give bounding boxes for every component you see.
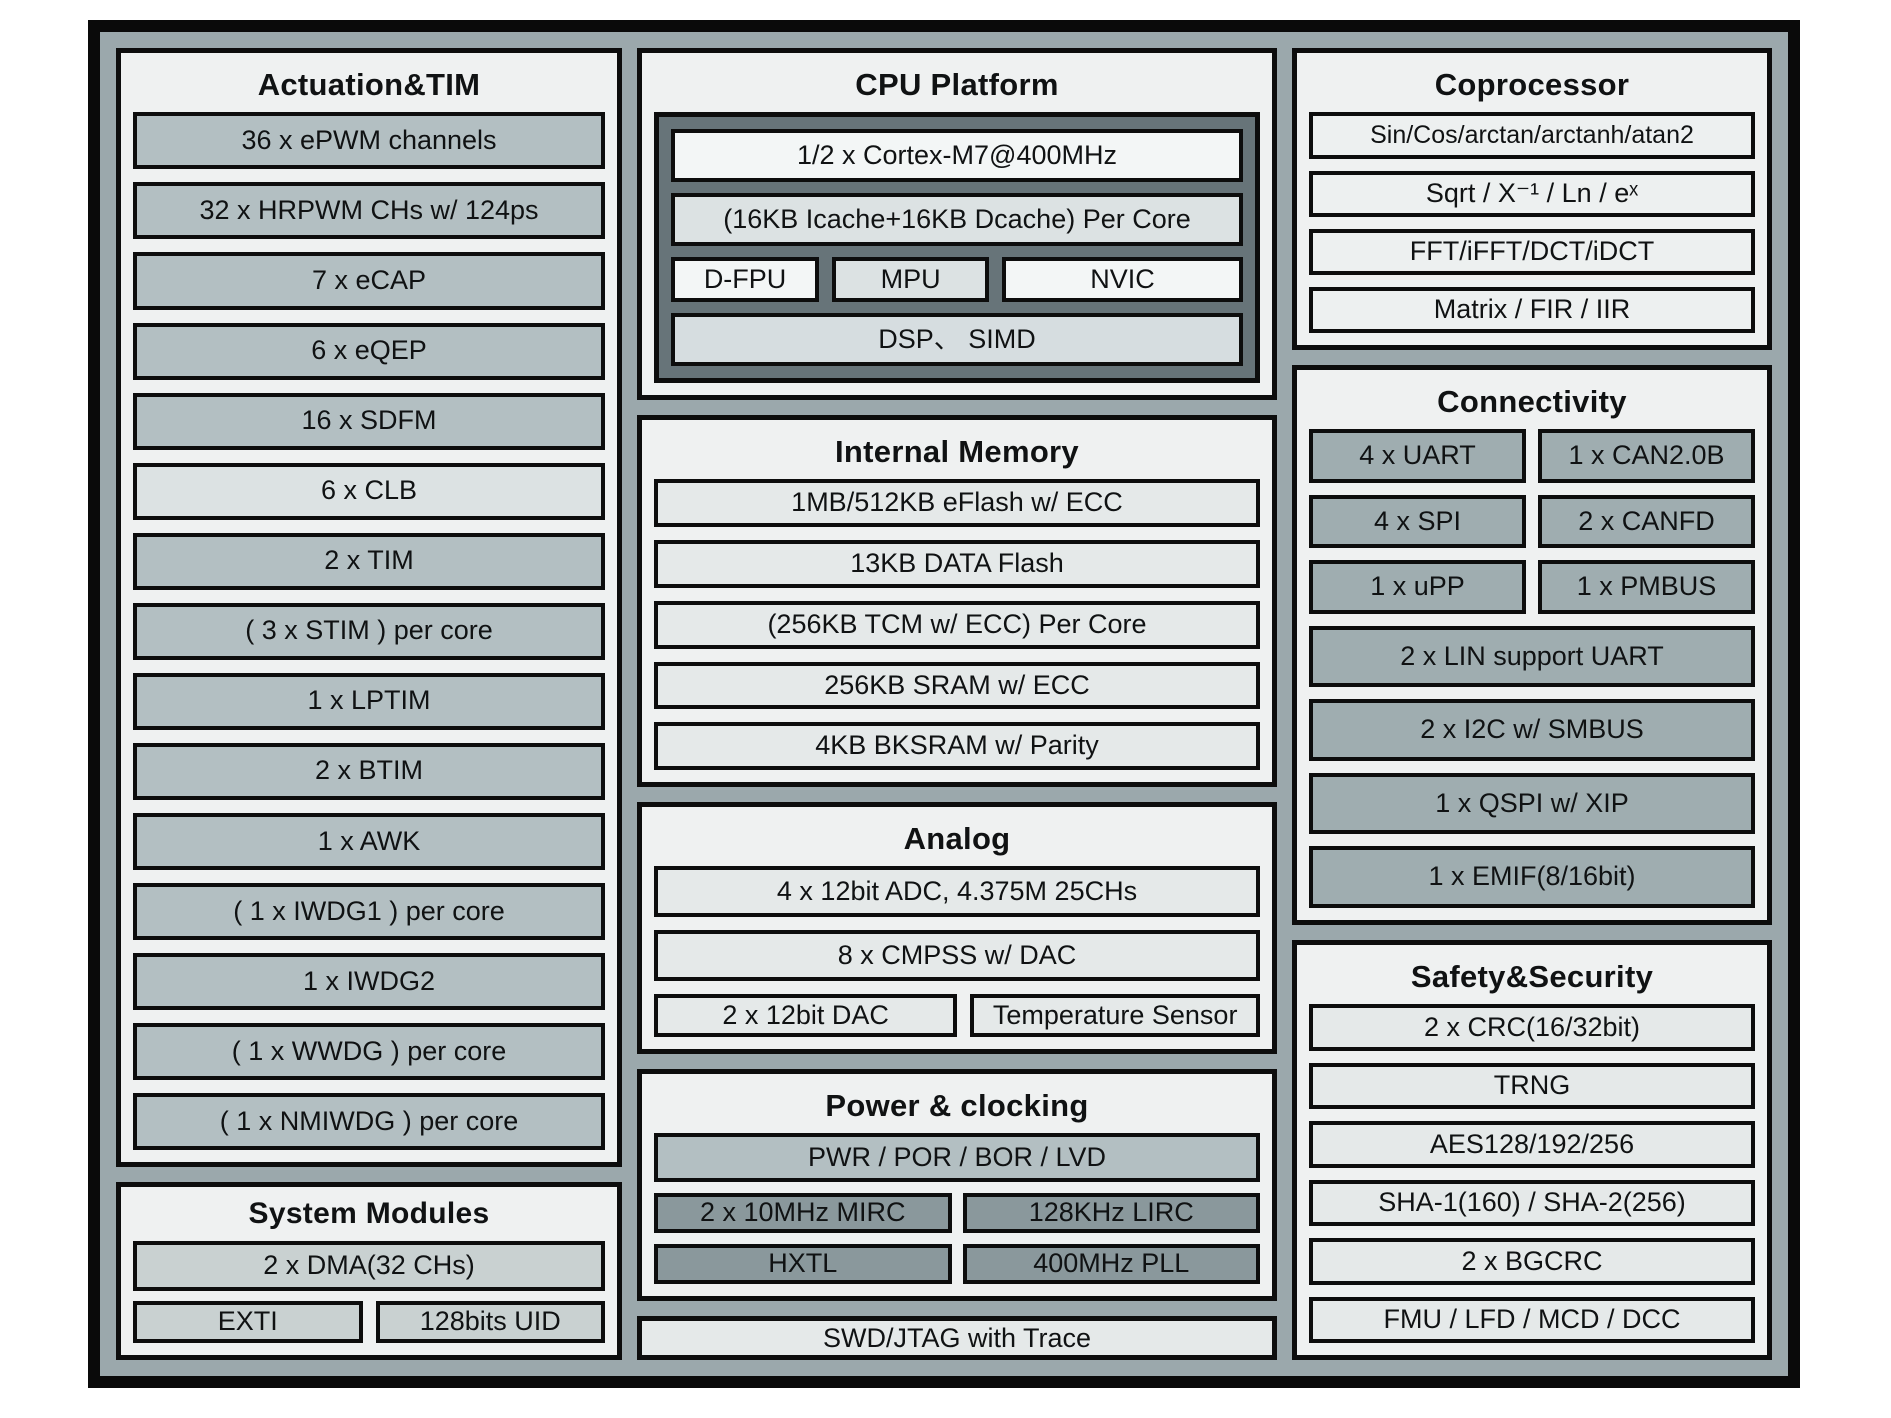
panel-system-modules: System Modules 2 x DMA(32 CHs) EXTI 128b… xyxy=(116,1182,622,1360)
item-pwr-por-bor-lvd: PWR / POR / BOR / LVD xyxy=(654,1133,1260,1182)
item-temp-sensor: Temperature Sensor xyxy=(970,994,1260,1038)
item-dma: 2 x DMA(32 CHs) xyxy=(133,1241,605,1291)
item-cmpss: 8 x CMPSS w/ DAC xyxy=(654,930,1260,982)
item-eqep: 6 x eQEP xyxy=(133,322,605,380)
analog-items: 4 x 12bit ADC, 4.375M 25CHs 8 x CMPSS w/… xyxy=(654,866,1260,1038)
panel-cpu-platform: CPU Platform 1/2 x Cortex-M7@400MHz (16K… xyxy=(637,48,1277,400)
item-dac: 2 x 12bit DAC xyxy=(654,994,958,1038)
actuation-items: 36 x ePWM channels 32 x HRPWM CHs w/ 124… xyxy=(133,112,605,1151)
item-adc: 4 x 12bit ADC, 4.375M 25CHs xyxy=(654,866,1260,918)
coprocessor-items: Sin/Cos/arctan/arctanh/atan2 Sqrt / X⁻¹ … xyxy=(1309,112,1755,334)
item-lirc: 128KHz LIRC xyxy=(962,1192,1260,1233)
item-stim: ( 3 x STIM ) per core xyxy=(133,602,605,660)
item-matrix-fir-iir: Matrix / FIR / IIR xyxy=(1309,286,1755,334)
item-crc: 2 x CRC(16/32bit) xyxy=(1309,1004,1755,1051)
item-ecap: 7 x eCAP xyxy=(133,252,605,310)
safety-items: 2 x CRC(16/32bit) TRNG AES128/192/256 SH… xyxy=(1309,1004,1755,1344)
chip-block-diagram: Actuation&TIM 36 x ePWM channels 32 x HR… xyxy=(88,20,1800,1388)
item-eflash: 1MB/512KB eFlash w/ ECC xyxy=(654,479,1260,528)
item-bgcrc: 2 x BGCRC xyxy=(1309,1238,1755,1285)
panel-analog-title: Analog xyxy=(903,821,1011,856)
item-tcm: (256KB TCM w/ ECC) Per Core xyxy=(654,600,1260,649)
item-exti: EXTI xyxy=(133,1301,363,1343)
item-swd-jtag: SWD/JTAG with Trace xyxy=(637,1316,1277,1360)
column-left: Actuation&TIM 36 x ePWM channels 32 x HR… xyxy=(116,48,622,1360)
panel-safety-security: Safety&Security 2 x CRC(16/32bit) TRNG A… xyxy=(1292,940,1772,1360)
item-sha: SHA-1(160) / SHA-2(256) xyxy=(1309,1179,1755,1227)
item-cortex-core: 1/2 x Cortex-M7@400MHz xyxy=(671,129,1243,183)
item-awk: 1 x AWK xyxy=(133,812,605,870)
item-emif: 1 x EMIF(8/16bit) xyxy=(1309,846,1755,908)
column-right: Coprocessor Sin/Cos/arctan/arctanh/atan2… xyxy=(1292,48,1772,1360)
item-sram: 256KB SRAM w/ ECC xyxy=(654,661,1260,710)
panel-coprocessor-title: Coprocessor xyxy=(1434,67,1630,102)
panel-coprocessor: Coprocessor Sin/Cos/arctan/arctanh/atan2… xyxy=(1292,48,1772,350)
memory-items: 1MB/512KB eFlash w/ ECC 13KB DATA Flash … xyxy=(654,479,1260,770)
cpu-core-container: 1/2 x Cortex-M7@400MHz (16KB Icache+16KB… xyxy=(654,112,1260,383)
item-trig: Sin/Cos/arctan/arctanh/atan2 xyxy=(1309,112,1755,159)
item-mirc: 2 x 10MHz MIRC xyxy=(654,1192,952,1233)
item-dsp-simd: DSP、 SIMD xyxy=(671,313,1243,367)
panel-power-title: Power & clocking xyxy=(825,1088,1089,1123)
item-i2c-smbus: 2 x I2C w/ SMBUS xyxy=(1309,699,1755,761)
item-wwdg: ( 1 x WWDG ) per core xyxy=(133,1023,605,1081)
system-items: 2 x DMA(32 CHs) EXTI 128bits UID xyxy=(133,1241,605,1343)
panel-system-title: System Modules xyxy=(248,1197,490,1230)
item-btim: 2 x BTIM xyxy=(133,742,605,800)
item-lin-uart: 2 x LIN support UART xyxy=(1309,625,1755,688)
item-hrpwm: 32 x HRPWM CHs w/ 124ps xyxy=(133,182,605,240)
item-fft: FFT/iFFT/DCT/iDCT xyxy=(1309,228,1755,275)
item-fmu-lfd-mcd-dcc: FMU / LFD / MCD / DCC xyxy=(1309,1296,1755,1344)
panel-power-clocking: Power & clocking PWR / POR / BOR / LVD 2… xyxy=(637,1069,1277,1301)
panel-safety-title: Safety&Security xyxy=(1410,959,1654,994)
panel-cpu-title: CPU Platform xyxy=(855,67,1059,102)
item-sqrt-ln: Sqrt / X⁻¹ / Ln / eˣ xyxy=(1309,170,1755,217)
item-uid: 128bits UID xyxy=(375,1301,605,1343)
item-can20b: 1 x CAN2.0B xyxy=(1538,429,1755,483)
item-mpu: MPU xyxy=(832,257,990,303)
item-aes: AES128/192/256 xyxy=(1309,1121,1755,1168)
panel-connectivity-title: Connectivity xyxy=(1437,384,1627,419)
item-nvic: NVIC xyxy=(1002,257,1243,303)
item-spi: 4 x SPI xyxy=(1309,494,1526,549)
item-cache: (16KB Icache+16KB Dcache) Per Core xyxy=(671,193,1243,247)
item-clb: 6 x CLB xyxy=(133,462,605,520)
item-hxtl: HXTL xyxy=(654,1243,952,1284)
panel-connectivity: Connectivity 4 x UART 1 x CAN2.0B 4 x SP… xyxy=(1292,365,1772,925)
item-qspi-xip: 1 x QSPI w/ XIP xyxy=(1309,772,1755,835)
panel-internal-memory: Internal Memory 1MB/512KB eFlash w/ ECC … xyxy=(637,415,1277,787)
item-bksram: 4KB BKSRAM w/ Parity xyxy=(654,722,1260,770)
item-iwdg1: ( 1 x IWDG1 ) per core xyxy=(133,882,605,940)
item-trng: TRNG xyxy=(1309,1062,1755,1110)
panel-analog: Analog 4 x 12bit ADC, 4.375M 25CHs 8 x C… xyxy=(637,802,1277,1054)
item-pmbus: 1 x PMBUS xyxy=(1538,560,1755,614)
item-sdfm: 16 x SDFM xyxy=(133,392,605,450)
item-dfpu: D-FPU xyxy=(671,257,820,303)
item-lptim: 1 x LPTIM xyxy=(133,672,605,730)
item-uart: 4 x UART xyxy=(1309,429,1526,483)
item-data-flash: 13KB DATA Flash xyxy=(654,540,1260,588)
panel-actuation-title: Actuation&TIM xyxy=(257,67,481,102)
panel-actuation-tim: Actuation&TIM 36 x ePWM channels 32 x HR… xyxy=(116,48,622,1167)
connectivity-items: 4 x UART 1 x CAN2.0B 4 x SPI 2 x CANFD 1… xyxy=(1309,429,1755,908)
item-canfd: 2 x CANFD xyxy=(1538,494,1755,549)
item-tim: 2 x TIM xyxy=(133,532,605,590)
panel-memory-title: Internal Memory xyxy=(835,434,1079,469)
item-epwm-channels: 36 x ePWM channels xyxy=(133,112,605,170)
item-iwdg2: 1 x IWDG2 xyxy=(133,952,605,1010)
item-nmiwdg: ( 1 x NMIWDG ) per core xyxy=(133,1093,605,1151)
item-upp: 1 x uPP xyxy=(1309,560,1526,614)
column-middle: CPU Platform 1/2 x Cortex-M7@400MHz (16K… xyxy=(637,48,1277,1360)
item-pll: 400MHz PLL xyxy=(962,1243,1260,1284)
power-items: PWR / POR / BOR / LVD 2 x 10MHz MIRC 128… xyxy=(654,1133,1260,1284)
